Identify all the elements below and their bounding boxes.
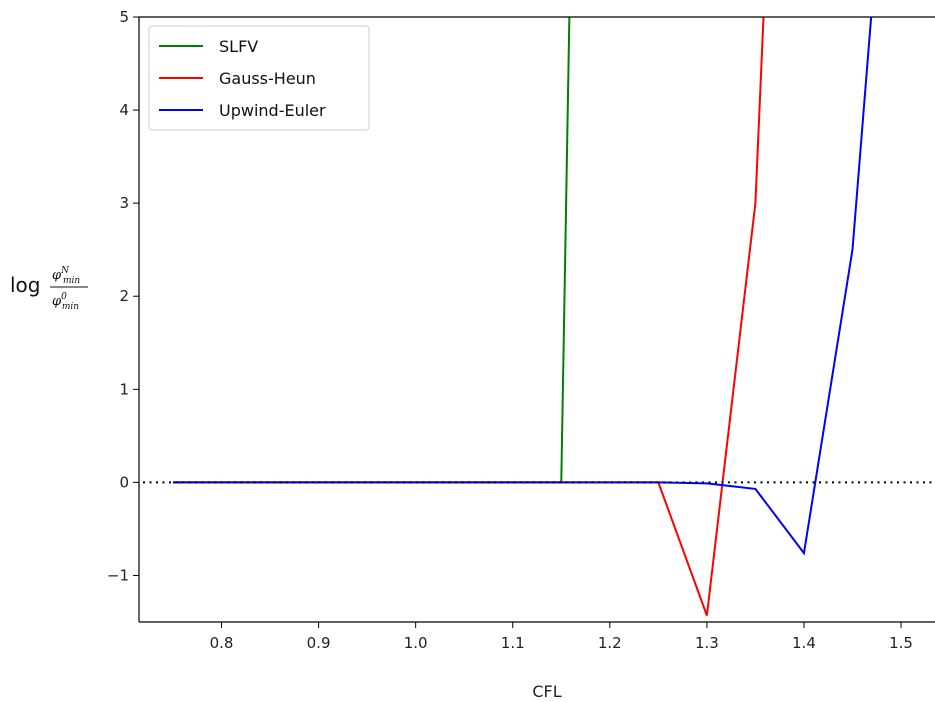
x-axis-ticks: 0.8 0.9 1.0 1.1 1.2 1.3 1.4 1.5: [210, 622, 913, 652]
legend: SLFV Gauss-Heun Upwind-Euler: [148, 25, 370, 131]
x-tick-label: 1.1: [501, 634, 525, 652]
y-tick-label: 2: [119, 287, 129, 305]
legend-box: [148, 25, 370, 131]
y-tick-label: 0: [119, 473, 129, 491]
y-axis-label-denominator: φ0 min: [52, 292, 79, 312]
x-tick-label: 1.0: [404, 634, 428, 652]
x-tick-label: 0.9: [307, 634, 331, 652]
x-axis-label: CFL: [532, 682, 561, 701]
y-axis-label: log φN min φ0 min: [10, 266, 88, 312]
y-tick-label: 4: [119, 101, 129, 119]
legend-label-upwind-euler: Upwind-Euler: [219, 101, 326, 120]
x-tick-label: 1.4: [792, 634, 816, 652]
axes-frame: [138, 16, 935, 623]
x-tick-label: 1.2: [598, 634, 622, 652]
x-tick-label: 0.8: [210, 634, 234, 652]
legend-label-gauss-heun: Gauss-Heun: [219, 69, 316, 88]
y-tick-label: 3: [119, 194, 129, 212]
x-tick-label: 1.5: [889, 634, 913, 652]
y-tick-label: 5: [119, 8, 129, 26]
y-axis-ticks: −1 0 1 2 3 4 5: [107, 8, 139, 584]
y-tick-label: 1: [119, 380, 129, 398]
x-tick-label: 1.3: [695, 634, 719, 652]
y-axis-label-numerator: φN min: [52, 266, 80, 286]
y-tick-label: −1: [107, 566, 129, 584]
y-axis-label-prefix: log: [10, 273, 41, 297]
legend-label-slfv: SLFV: [219, 37, 258, 56]
